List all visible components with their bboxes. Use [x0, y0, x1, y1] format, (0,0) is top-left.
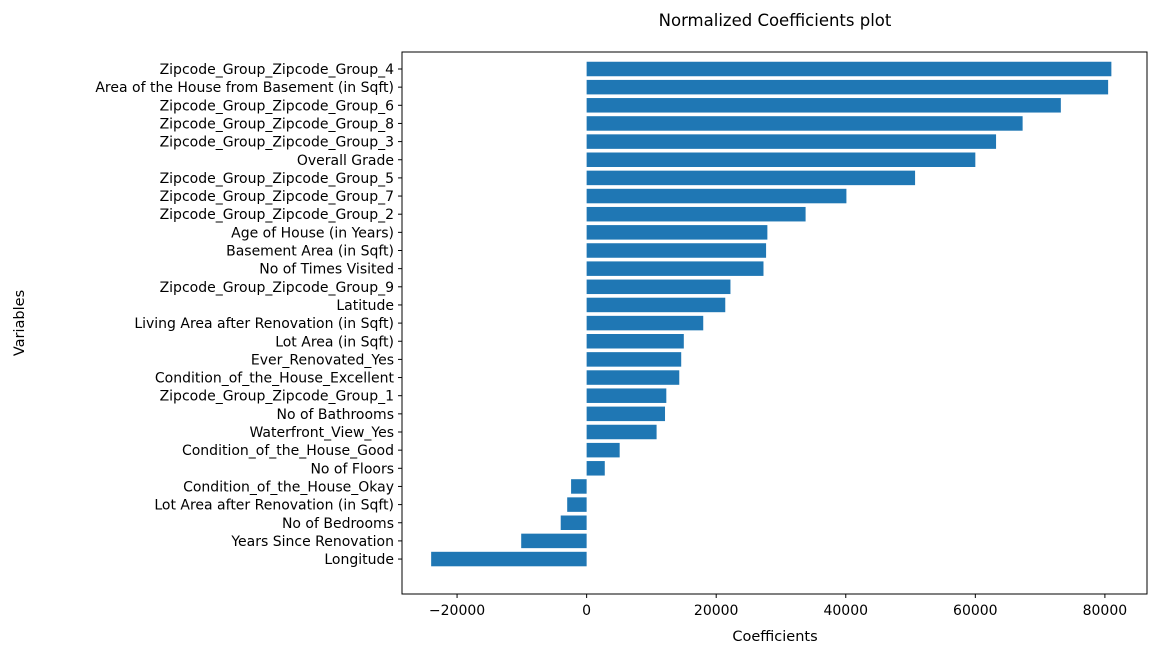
y-tick-label: No of Bathrooms: [277, 407, 395, 423]
x-tick-label: 0: [582, 603, 591, 619]
y-tick-label: No of Bedrooms: [282, 516, 394, 532]
bar-4: [586, 134, 997, 149]
bar-16: [586, 352, 682, 367]
bar-21: [586, 442, 620, 458]
y-tick-label: Ever_Renovated_Yes: [251, 352, 394, 368]
y-tick-label: Condition_of_the_House_Good: [182, 443, 394, 459]
y-tick-label: Area of the House from Basement (in Sqft…: [95, 80, 394, 96]
bar-11: [586, 261, 764, 276]
y-tick-label: Waterfront_View_Yes: [249, 425, 394, 441]
chart-title: Normalized Coefficients plot: [659, 11, 892, 30]
bar-19: [586, 406, 666, 422]
y-tick-label: Zipcode_Group_Zipcode_Group_8: [160, 116, 394, 132]
x-axis-label: Coefficients: [732, 629, 817, 645]
y-tick-label: Years Since Renovation: [230, 534, 394, 550]
y-tick-label: Living Area after Renovation (in Sqft): [134, 316, 394, 332]
bar-14: [586, 315, 704, 331]
y-tick-label: Zipcode_Group_Zipcode_Group_7: [160, 189, 394, 205]
bar-1: [586, 79, 1109, 95]
plot-area: Zipcode_Group_Zipcode_Group_4 Area of the…: [95, 61, 1128, 619]
bar-13: [586, 297, 726, 313]
y-tick-label: Zipcode_Group_Zipcode_Group_3: [160, 135, 394, 151]
bar-9: [586, 225, 768, 240]
bar-23: [571, 479, 587, 494]
x-tick-label: 80000: [1083, 603, 1128, 619]
bar-24: [567, 497, 587, 512]
y-tick-label: Longitude: [324, 552, 394, 568]
bar-12: [586, 279, 731, 295]
bar-15: [586, 334, 684, 349]
bar-6: [586, 170, 916, 186]
y-tick-label: No of Times Visited: [259, 262, 394, 278]
y-tick-label: Condition_of_the_House_Okay: [183, 479, 394, 495]
y-tick-label: Zipcode_Group_Zipcode_Group_1: [160, 389, 394, 405]
y-tick-label: Zipcode_Group_Zipcode_Group_4: [160, 62, 395, 78]
y-tick-label: Basement Area (in Sqft): [226, 244, 394, 260]
bar-2: [586, 98, 1061, 113]
bar-17: [586, 370, 680, 385]
y-tick-label: Zipcode_Group_Zipcode_Group_9: [160, 280, 394, 296]
y-tick-label: Zipcode_Group_Zipcode_Group_5: [160, 171, 394, 187]
y-tick-label: Zipcode_Group_Zipcode_Group_6: [160, 98, 395, 114]
bar-18: [586, 388, 667, 403]
bar-8: [586, 206, 806, 222]
bar-10: [586, 243, 767, 258]
x-tick-label: 40000: [823, 603, 868, 619]
bar-3: [586, 116, 1023, 131]
x-tick-label: 60000: [953, 603, 998, 619]
y-tick-label: Overall Grade: [297, 153, 394, 169]
bar-25: [560, 515, 587, 530]
y-tick-label: Age of House (in Years): [231, 225, 394, 241]
x-tick-label: 20000: [694, 603, 739, 619]
y-tick-label: Zipcode_Group_Zipcode_Group_2: [160, 207, 394, 223]
plot-frame: [401, 51, 1148, 595]
bar-0: [586, 61, 1112, 77]
bar-26: [521, 533, 587, 549]
y-tick-label: No of Floors: [310, 461, 394, 477]
y-tick-label: Latitude: [336, 298, 394, 314]
y-tick-label: Condition_of_the_House_Excellent: [155, 371, 395, 387]
x-tick-label: −20000: [429, 603, 485, 619]
y-tick-label: Lot Area (in Sqft): [275, 334, 394, 350]
bar-5: [586, 152, 976, 167]
bar-20: [586, 424, 657, 440]
bar-7: [586, 188, 847, 204]
y-tick-label: Lot Area after Renovation (in Sqft): [154, 498, 394, 514]
bar-27: [431, 551, 587, 567]
y-axis-label: Variables: [12, 290, 28, 356]
bar-22: [586, 461, 605, 476]
